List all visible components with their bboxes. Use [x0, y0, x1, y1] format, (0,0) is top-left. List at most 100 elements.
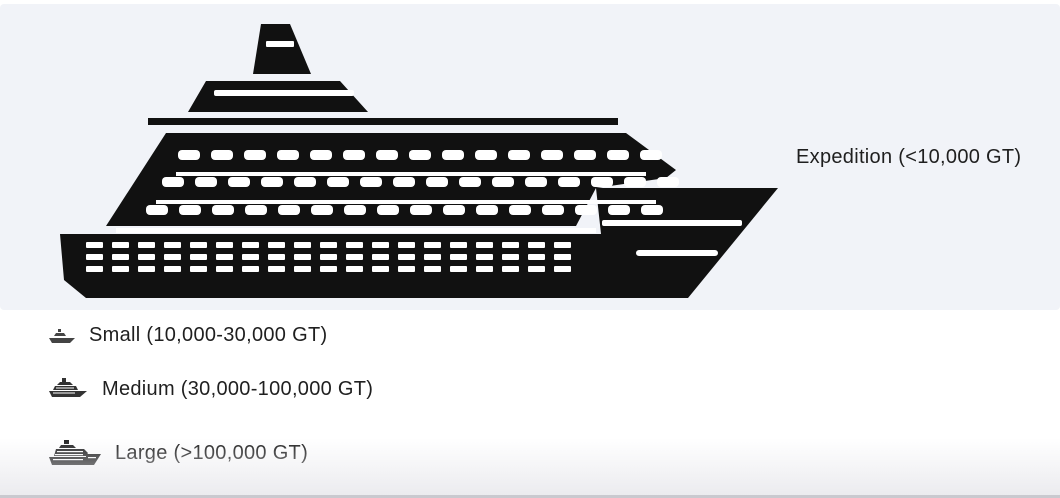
ship-window [376, 150, 398, 160]
ship-window [294, 177, 316, 187]
ship-window [164, 242, 181, 248]
ship-window [450, 266, 467, 272]
ship-window [398, 266, 415, 272]
ship-window [608, 205, 630, 215]
ship-window [164, 254, 181, 260]
ship-window [393, 177, 415, 187]
ship-window [509, 205, 531, 215]
ship-window [216, 242, 233, 248]
medium-ship-icon [49, 378, 87, 397]
ship-window [190, 254, 207, 260]
ship-window [424, 266, 441, 272]
ship-window [502, 254, 519, 260]
ship-window [476, 242, 493, 248]
ship-window [310, 150, 332, 160]
cruise-ship-icon [60, 24, 778, 298]
ship-window [327, 177, 349, 187]
ship-window [528, 266, 545, 272]
ship-window [294, 242, 311, 248]
ship-window [426, 177, 448, 187]
bottom-divider [0, 495, 1060, 498]
ship-window [410, 205, 432, 215]
ship-window [211, 150, 233, 160]
ship-window [346, 266, 363, 272]
option-expedition-label: Expedition (<10,000 GT) [796, 146, 1022, 168]
small-ship-icon [49, 329, 75, 343]
ship-window [346, 254, 363, 260]
ship-window [261, 177, 283, 187]
ship-window [409, 150, 431, 160]
ship-window [242, 254, 259, 260]
option-small-label: Small (10,000-30,000 GT) [89, 324, 328, 346]
ship-window [372, 254, 389, 260]
ship-window [502, 266, 519, 272]
ship-window [528, 254, 545, 260]
ship-window [554, 254, 571, 260]
ship-window [216, 254, 233, 260]
ship-window [320, 242, 337, 248]
ship-window [112, 242, 129, 248]
ship-window [242, 242, 259, 248]
ship-window [508, 150, 530, 160]
ship-window [86, 254, 103, 260]
ship-window [424, 254, 441, 260]
ship-window [424, 242, 441, 248]
option-large[interactable]: Large (>100,000 GT) [48, 434, 548, 474]
ship-window [574, 150, 596, 160]
ship-window [245, 205, 267, 215]
option-small[interactable]: Small (10,000-30,000 GT) [48, 316, 548, 356]
ship-window [541, 150, 563, 160]
ship-window [542, 205, 564, 215]
ship-window [294, 254, 311, 260]
ship-window [492, 177, 514, 187]
ship-window [450, 254, 467, 260]
ship-window [640, 150, 662, 160]
ship-window [443, 205, 465, 215]
ship-window [190, 242, 207, 248]
ship-window [575, 205, 597, 215]
ship-window [377, 205, 399, 215]
option-large-label: Large (>100,000 GT) [115, 442, 309, 464]
ship-window [195, 177, 217, 187]
ship-window [442, 150, 464, 160]
option-expedition[interactable]: Expedition (<10,000 GT) [0, 4, 1060, 310]
ship-window [476, 254, 493, 260]
ship-window [244, 150, 266, 160]
ship-window [372, 242, 389, 248]
ship-window [528, 242, 545, 248]
ship-window [346, 242, 363, 248]
ship-window [554, 266, 571, 272]
option-medium[interactable]: Medium (30,000-100,000 GT) [48, 370, 548, 410]
ship-window [294, 266, 311, 272]
ship-window [162, 177, 184, 187]
ship-window [641, 205, 663, 215]
ship-window [112, 266, 129, 272]
ship-window [476, 205, 498, 215]
ship-window [138, 254, 155, 260]
ship-window [558, 177, 580, 187]
ship-window [212, 205, 234, 215]
ship-window [112, 254, 129, 260]
large-ship-icon [49, 440, 101, 465]
ship-window [242, 266, 259, 272]
ship-window [344, 205, 366, 215]
ship-window [277, 150, 299, 160]
ship-window [502, 242, 519, 248]
ship-window [138, 266, 155, 272]
ship-window [554, 242, 571, 248]
ship-window [476, 266, 493, 272]
ship-window [138, 242, 155, 248]
ship-window [278, 205, 300, 215]
ship-window [398, 254, 415, 260]
option-medium-label: Medium (30,000-100,000 GT) [102, 378, 374, 400]
ship-window [216, 266, 233, 272]
ship-window [607, 150, 629, 160]
ship-window [268, 242, 285, 248]
ship-window [179, 205, 201, 215]
ship-window [398, 242, 415, 248]
ship-window [624, 177, 646, 187]
ship-window [525, 177, 547, 187]
ship-window [146, 205, 168, 215]
ship-window [372, 266, 389, 272]
